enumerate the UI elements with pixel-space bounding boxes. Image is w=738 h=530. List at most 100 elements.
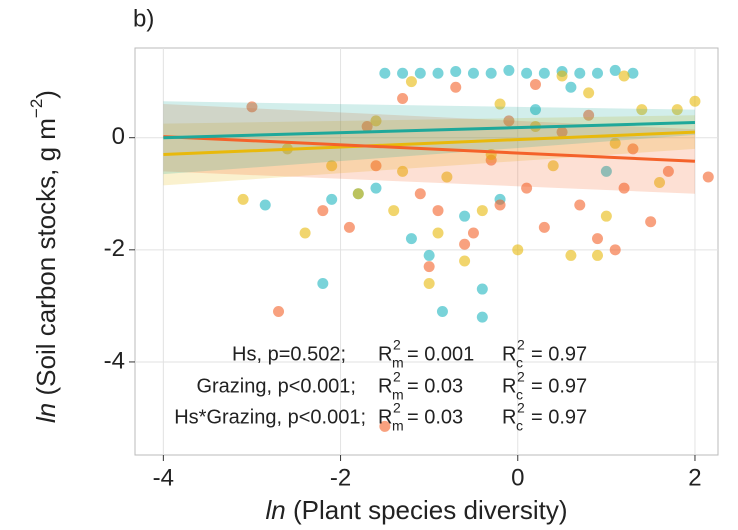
point [423,249,435,261]
point [379,67,391,79]
point [538,221,550,233]
annotation-sup: 2 [517,337,525,353]
point [618,182,630,194]
annotation-value: = 0.97 [531,406,587,428]
annotation-value: = 0.03 [407,375,463,397]
point [397,67,409,79]
point [636,104,648,116]
annotation-symbol: R [378,406,392,428]
point [476,311,488,323]
fit-line [163,130,696,157]
point [352,188,364,200]
point [441,171,453,183]
point [423,261,435,273]
y-axis-title: ln (Soil carbon stocks, g m−2) [27,90,60,423]
point [529,104,541,116]
annotation-symbol: R [502,375,516,397]
point [326,160,338,172]
point [592,249,604,261]
y-axis-title-sup: −2 [27,99,46,118]
annotation-value: = 0.97 [531,375,587,397]
point [476,205,488,217]
annotation-test: Hs*Grazing, p<0.001; [174,406,366,428]
x-axis-title: ln (Plant species diversity) [265,495,567,525]
x-axis-title-text: (Plant species diversity) [286,495,568,525]
annotation-symbol: R [378,343,392,365]
point [432,227,444,239]
point [370,115,382,127]
point [609,244,621,256]
point [574,199,586,211]
point [565,81,577,93]
x-tick-label: -2 [330,464,351,491]
point [397,92,409,104]
point [556,70,568,82]
point [476,283,488,295]
annotation-sub: c [516,355,523,371]
point [299,227,311,239]
point [547,160,559,172]
annotation-sub: m [392,418,404,434]
point [423,277,435,289]
point [671,104,683,116]
point [600,210,612,222]
x-tick-label: 2 [688,464,701,491]
point [361,120,373,132]
point [405,233,417,245]
point [592,67,604,79]
point [370,160,382,172]
annotation-sup: 2 [393,369,401,385]
annotation-sup: 2 [517,400,525,416]
annotation-test: Hs, p=0.502; [232,343,346,365]
annotation-sub: m [392,387,404,403]
point [583,109,595,121]
point [450,81,462,93]
point [432,67,444,79]
y-tick-label: -2 [104,235,125,262]
point [583,87,595,99]
point [574,67,586,79]
point [609,64,621,76]
annotation-value: = 0.03 [407,406,463,428]
point [317,205,329,217]
confidence-band [163,101,695,175]
point [388,205,400,217]
x-axis-title-ln: ln [265,495,285,525]
fit-line [163,135,696,163]
point [627,143,639,155]
annotation-sup: 2 [517,369,525,385]
annotation-symbol: R [378,375,392,397]
point [494,199,506,211]
point [503,115,515,127]
point [503,64,515,76]
point [529,78,541,90]
point [592,233,604,245]
point [414,67,426,79]
point [618,70,630,82]
y-axis-title-close: ) [31,90,61,99]
point [370,182,382,194]
point [494,98,506,110]
point [654,177,666,189]
point [600,165,612,177]
point [237,193,249,205]
point [485,67,497,79]
annotation-sup: 2 [393,400,401,416]
point [273,305,285,317]
point [405,76,417,88]
annotation-sub: m [392,355,404,371]
point [521,182,533,194]
point [343,221,355,233]
point [645,216,657,228]
annotation-sub: c [516,418,523,434]
point [689,95,701,107]
y-tick-label: -4 [104,347,125,374]
annotation-symbol: R [502,343,516,365]
x-tick-label: 0 [511,464,524,491]
point [609,137,621,149]
point [459,255,471,267]
point [565,249,577,261]
point [450,66,462,78]
annotation-value: = 0.001 [407,343,474,365]
point [662,165,674,177]
